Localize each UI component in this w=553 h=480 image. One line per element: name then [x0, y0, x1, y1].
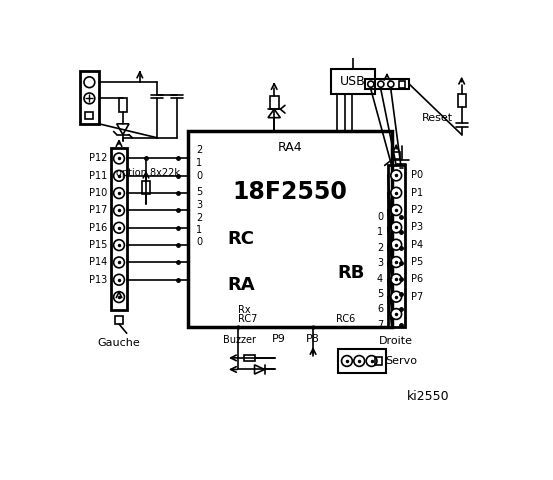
- Text: 18F2550: 18F2550: [232, 180, 347, 204]
- Text: 2: 2: [196, 145, 202, 155]
- Text: 1: 1: [196, 158, 202, 168]
- Circle shape: [391, 187, 401, 198]
- Circle shape: [391, 309, 401, 319]
- Bar: [85, 111, 93, 119]
- Text: option 8x22k: option 8x22k: [116, 168, 180, 178]
- Circle shape: [391, 291, 401, 302]
- Circle shape: [342, 356, 352, 366]
- Text: 6: 6: [377, 304, 383, 314]
- Text: 2: 2: [377, 243, 383, 253]
- Circle shape: [391, 257, 401, 267]
- Circle shape: [391, 274, 401, 285]
- Circle shape: [113, 222, 124, 233]
- Bar: [458, 94, 466, 107]
- Circle shape: [84, 93, 95, 104]
- Text: Reset: Reset: [421, 113, 452, 123]
- Bar: [269, 96, 279, 109]
- Text: P16: P16: [89, 223, 107, 233]
- Text: P5: P5: [411, 257, 423, 267]
- Circle shape: [391, 170, 401, 181]
- Text: 7: 7: [377, 320, 383, 330]
- Text: P12: P12: [89, 154, 107, 164]
- Bar: [244, 355, 254, 361]
- Bar: [331, 69, 375, 94]
- Bar: [364, 79, 409, 89]
- Text: P15: P15: [89, 240, 107, 250]
- Text: 5: 5: [377, 289, 383, 299]
- Circle shape: [366, 356, 377, 366]
- Text: P10: P10: [89, 188, 107, 198]
- Circle shape: [388, 81, 394, 87]
- Text: 3: 3: [196, 201, 202, 210]
- Text: Rx: Rx: [238, 305, 250, 315]
- Text: P4: P4: [411, 240, 423, 250]
- Text: 0: 0: [196, 238, 202, 247]
- Bar: [375, 357, 382, 365]
- Text: P6: P6: [411, 275, 423, 284]
- Text: RC: RC: [228, 229, 254, 248]
- Text: Servo: Servo: [385, 356, 418, 366]
- Text: 0: 0: [377, 212, 383, 222]
- Bar: [142, 181, 150, 194]
- Circle shape: [113, 292, 124, 302]
- Text: RC6: RC6: [336, 314, 355, 324]
- Circle shape: [113, 275, 124, 285]
- Text: Gauche: Gauche: [98, 337, 140, 348]
- Bar: [187, 131, 392, 327]
- Text: P1: P1: [411, 188, 423, 198]
- Circle shape: [113, 153, 124, 164]
- Text: RA: RA: [228, 276, 255, 294]
- Bar: [111, 148, 128, 310]
- Text: RC7: RC7: [238, 314, 257, 324]
- Text: P14: P14: [89, 257, 107, 267]
- Circle shape: [113, 188, 124, 199]
- Circle shape: [368, 81, 374, 87]
- Text: 2: 2: [196, 213, 202, 223]
- Circle shape: [113, 240, 124, 251]
- Bar: [80, 72, 99, 124]
- Circle shape: [84, 77, 95, 88]
- Text: RB: RB: [337, 264, 364, 282]
- Text: Droite: Droite: [379, 336, 413, 346]
- Text: ki2550: ki2550: [407, 390, 450, 403]
- Text: P8: P8: [306, 334, 320, 344]
- Text: P2: P2: [411, 205, 423, 215]
- Text: P9: P9: [272, 334, 285, 344]
- Text: Buzzer: Buzzer: [223, 335, 257, 345]
- Bar: [338, 348, 386, 373]
- Text: 1: 1: [377, 228, 383, 238]
- Circle shape: [354, 356, 364, 366]
- Bar: [115, 316, 123, 324]
- Text: 3: 3: [377, 258, 383, 268]
- Text: P0: P0: [411, 170, 423, 180]
- Circle shape: [113, 170, 124, 181]
- Bar: [393, 152, 400, 159]
- Circle shape: [113, 205, 124, 216]
- Bar: [119, 98, 127, 111]
- Circle shape: [391, 240, 401, 250]
- Text: USB: USB: [340, 75, 366, 88]
- Circle shape: [113, 257, 124, 268]
- Bar: [388, 166, 405, 327]
- Text: 0: 0: [196, 171, 202, 181]
- Circle shape: [391, 204, 401, 216]
- Text: P11: P11: [89, 171, 107, 181]
- Text: P7: P7: [411, 292, 423, 302]
- Text: 4: 4: [377, 274, 383, 284]
- Text: 1: 1: [196, 225, 202, 235]
- Bar: [399, 81, 405, 88]
- Text: P3: P3: [411, 222, 423, 232]
- Circle shape: [391, 222, 401, 233]
- Text: P13: P13: [89, 275, 107, 285]
- Text: RA4: RA4: [277, 141, 302, 154]
- Text: P17: P17: [89, 205, 107, 216]
- Circle shape: [378, 81, 384, 87]
- Text: 5: 5: [196, 187, 202, 197]
